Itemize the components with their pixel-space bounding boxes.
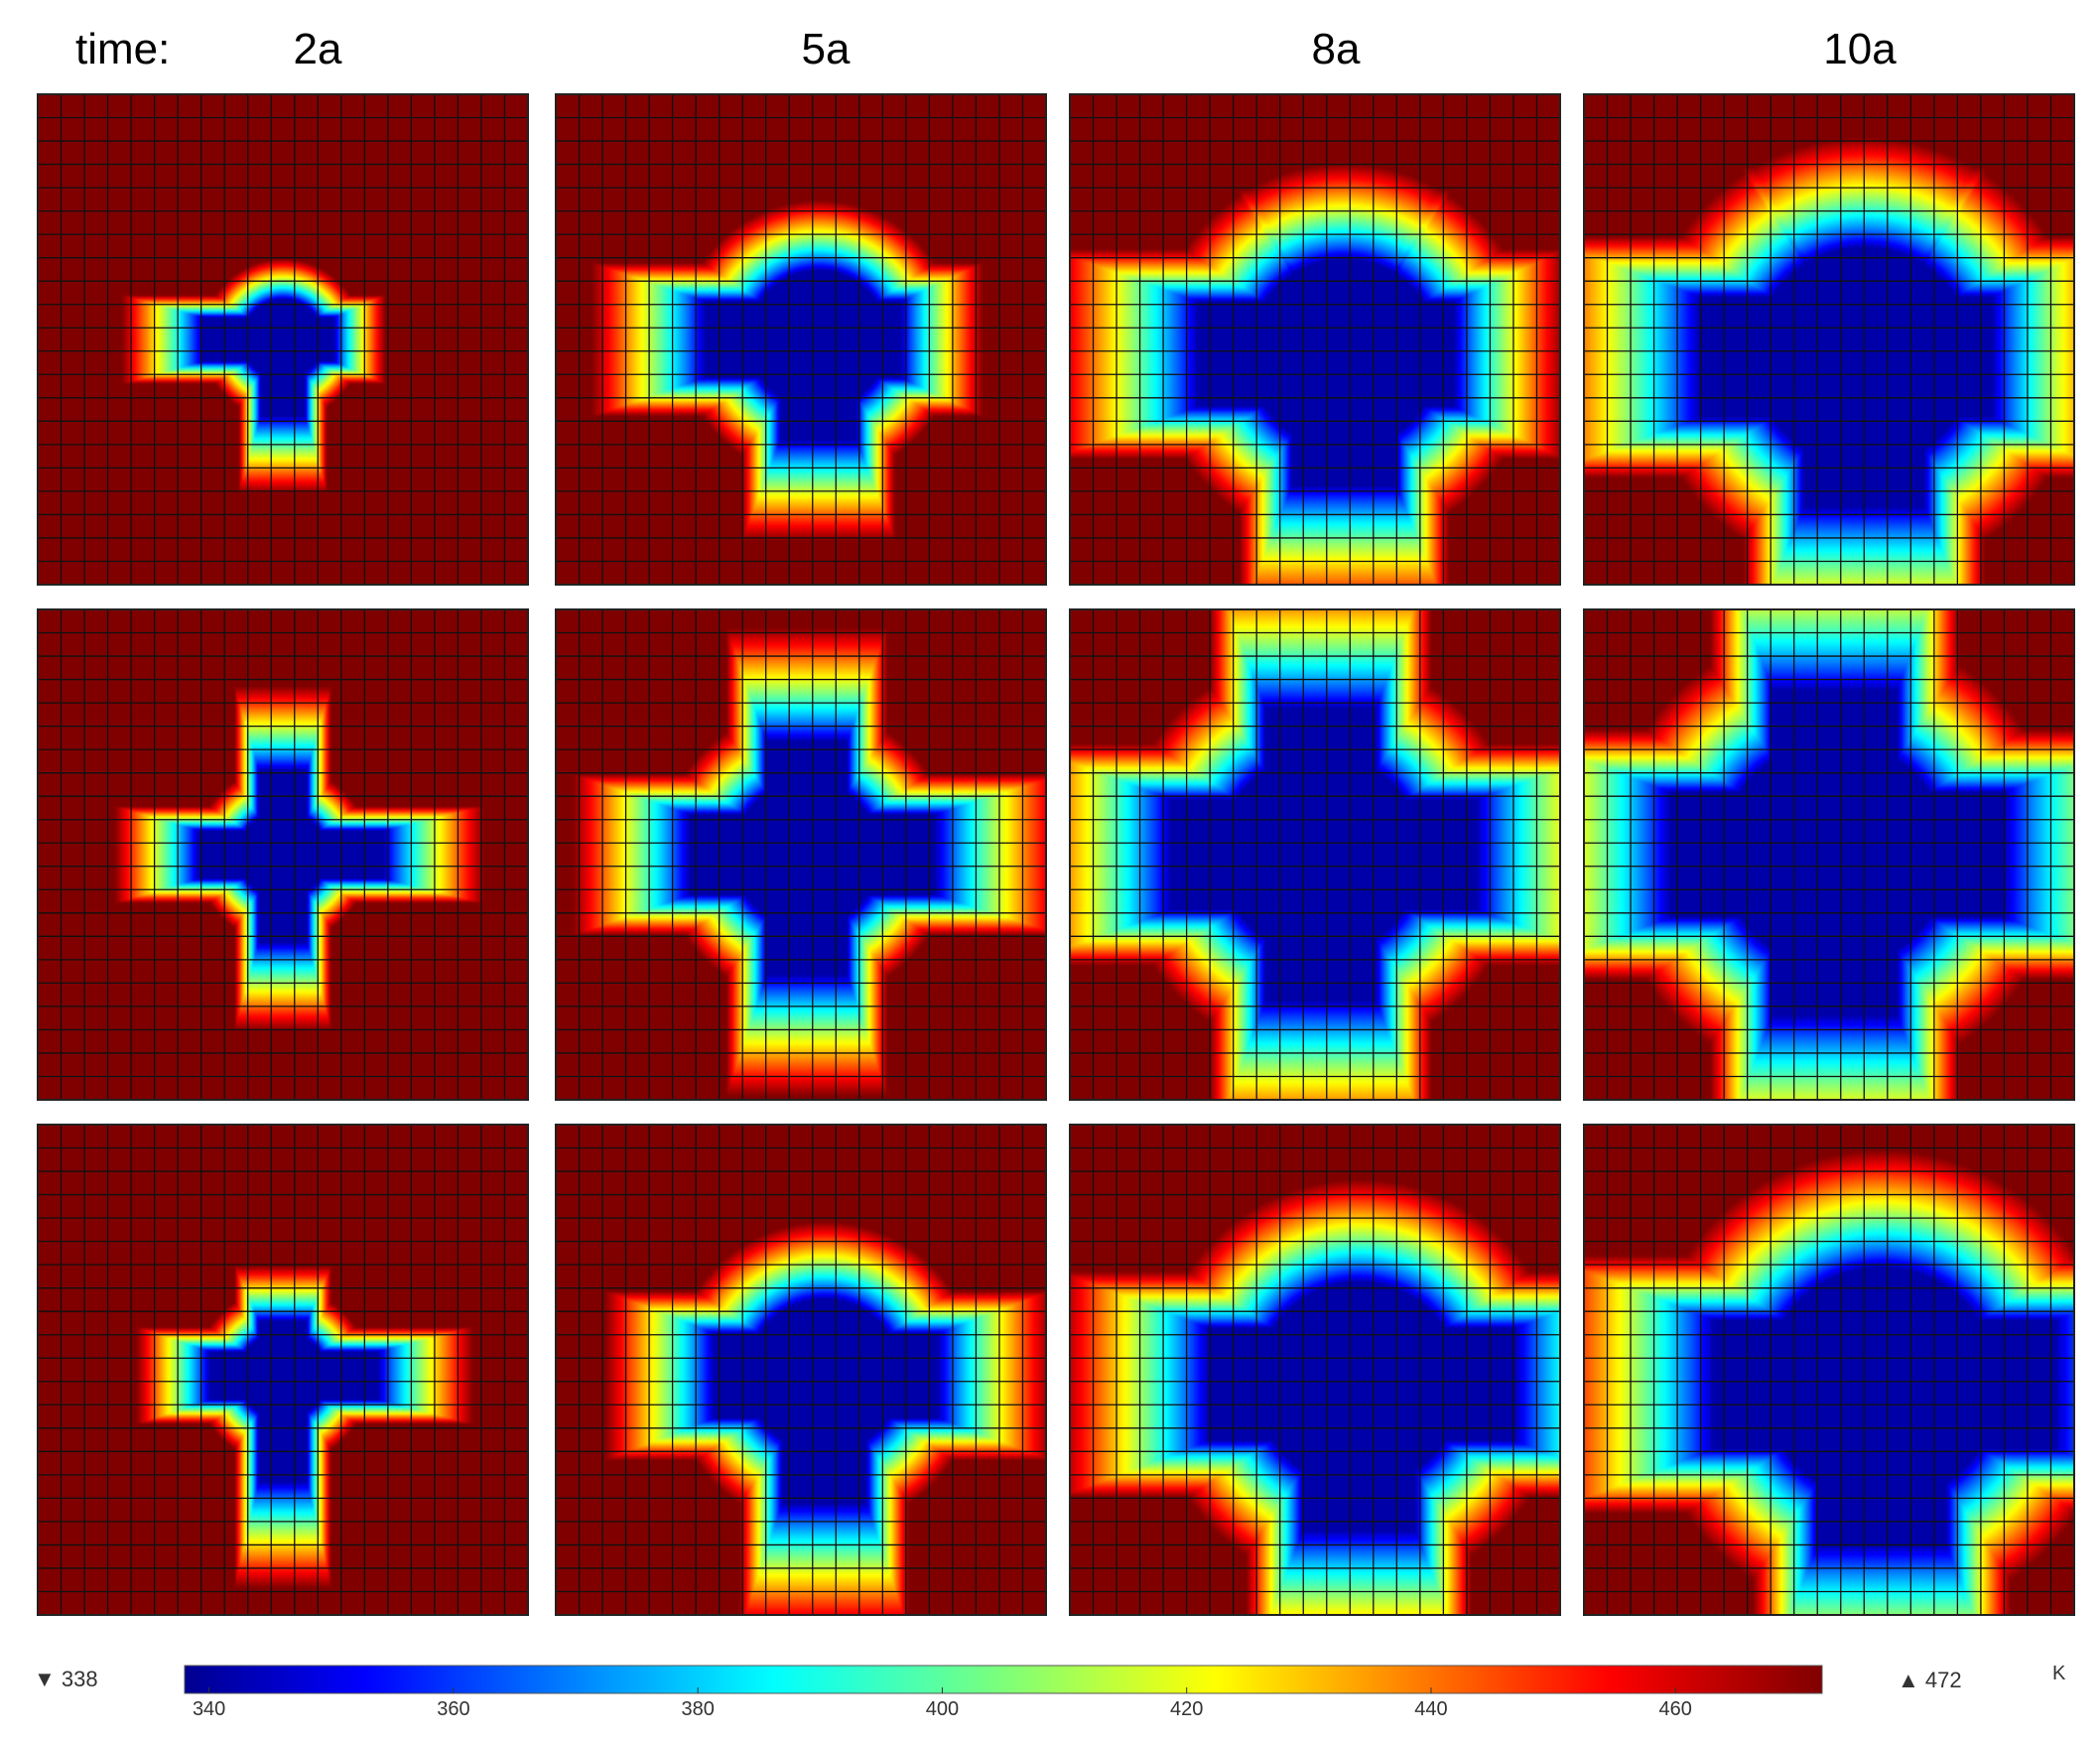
column-label-2: 8a (1312, 25, 1361, 73)
column-label-0: 2a (294, 25, 342, 73)
panel-border (1583, 1124, 2075, 1616)
column-label-3: 10a (1823, 25, 1897, 73)
colorbar-tick-label: 420 (1170, 1698, 1203, 1720)
heatmap-panel-5a-row1 (556, 94, 1046, 585)
panel-border (1069, 608, 1561, 1101)
heatmap-panel-2a-row1 (38, 94, 528, 585)
panel-border (37, 1124, 529, 1616)
mesh-grid (37, 93, 529, 586)
colorbar-tick-label: 440 (1414, 1698, 1447, 1720)
colorbar-tick-label: 400 (926, 1698, 959, 1720)
colorbar-unit: K (2052, 1663, 2066, 1684)
colorbar-ticks: 340 360 380 400 420 440 460 (193, 1687, 1692, 1720)
panel-border (555, 1124, 1047, 1616)
colorbar (184, 1665, 1823, 1694)
panel-border (37, 93, 529, 586)
panel-border (1069, 1124, 1561, 1616)
heatmap-panels (37, 93, 2075, 1616)
column-label-1: 5a (802, 25, 851, 73)
heatmap-panel-5a-row3 (556, 1125, 1046, 1615)
time-label: time: (75, 25, 170, 73)
colorbar-tick-label: 460 (1659, 1698, 1692, 1720)
heatmap-panel-8a-row1 (1070, 94, 1560, 585)
panel-border (555, 93, 1047, 586)
colorbar-tick-label: 360 (437, 1698, 469, 1720)
heatmap-panel-10a-row1 (1584, 94, 2074, 585)
colorbar-tick-label: 380 (681, 1698, 714, 1720)
colorbar-min-marker: ▼ 338 (34, 1667, 98, 1691)
colorbar-tick-label: 340 (193, 1698, 225, 1720)
heatmap-panel-10a-row2 (1584, 609, 2074, 1100)
heatmap-panel-10a-row3 (1584, 1125, 2074, 1615)
heatmap-panel-5a-row2 (556, 609, 1046, 1100)
panel-border (555, 608, 1047, 1101)
heatmap-panel-2a-row3 (38, 1125, 528, 1615)
panel-border (1583, 608, 2075, 1101)
heatmap-panel-8a-row3 (1070, 1125, 1560, 1615)
panel-border (1069, 93, 1561, 586)
panel-border (1583, 93, 2075, 586)
heatmap-panel-2a-row2 (38, 609, 528, 1100)
heatmap-panel-8a-row2 (1070, 609, 1560, 1100)
colorbar-max-marker: ▲ 472 (1898, 1668, 1962, 1692)
panel-border (37, 608, 529, 1101)
